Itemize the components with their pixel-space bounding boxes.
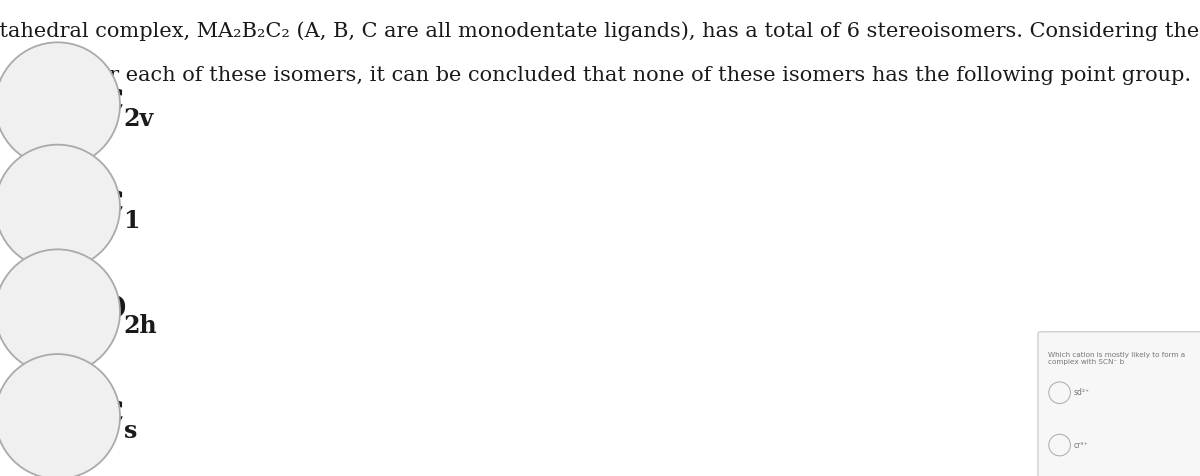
Text: Which cation is mostly likely to form a complex with SCN⁻ b: Which cation is mostly likely to form a … xyxy=(1048,352,1184,365)
Text: s: s xyxy=(124,419,137,443)
Text: C: C xyxy=(100,189,124,220)
Ellipse shape xyxy=(0,249,120,374)
Text: An octahedral complex, MA₂B₂C₂ (A, B, C are all monodentate ligands), has a tota: An octahedral complex, MA₂B₂C₂ (A, B, C … xyxy=(0,21,1200,41)
Text: 1: 1 xyxy=(124,209,140,233)
Text: sd²⁺: sd²⁺ xyxy=(1074,388,1090,397)
Ellipse shape xyxy=(0,145,120,269)
FancyBboxPatch shape xyxy=(1038,332,1200,476)
Text: groups for each of these isomers, it can be concluded that none of these isomers: groups for each of these isomers, it can… xyxy=(8,66,1192,85)
Text: C: C xyxy=(100,398,124,430)
Ellipse shape xyxy=(0,42,120,167)
Text: C: C xyxy=(100,87,124,118)
Text: D: D xyxy=(100,294,126,325)
Text: 2v: 2v xyxy=(124,107,154,131)
Text: cr³⁺: cr³⁺ xyxy=(1074,441,1088,449)
Ellipse shape xyxy=(0,354,120,476)
Text: 2h: 2h xyxy=(124,314,157,338)
